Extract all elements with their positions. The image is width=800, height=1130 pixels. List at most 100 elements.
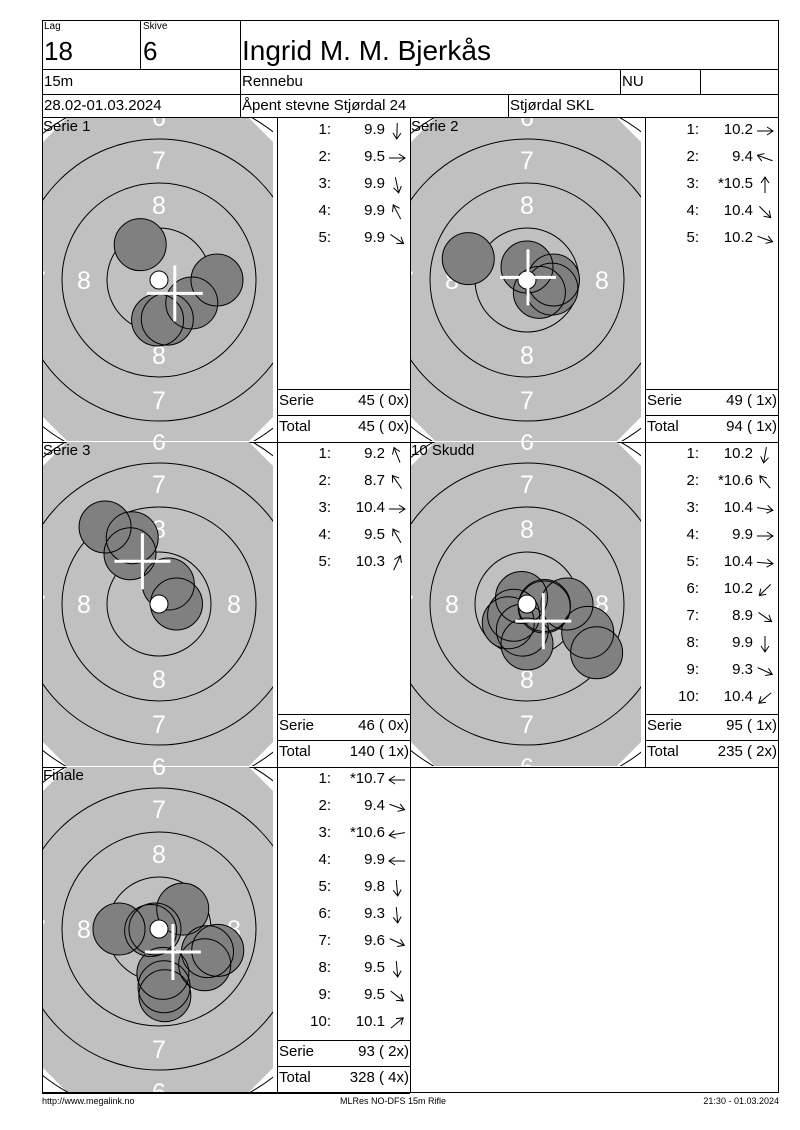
shot-number: 5: [318, 229, 331, 246]
shot-score: 9.8 [364, 878, 385, 895]
arrow-icon [392, 446, 401, 463]
ring-number-label: 7 [152, 387, 166, 415]
ring-number-label: 7 [152, 147, 166, 175]
ring-number-label: 7 [640, 591, 641, 619]
serie-label: Serie [279, 717, 315, 734]
ring-number-label: 6 [520, 118, 534, 132]
shot-number: 10: [310, 1013, 331, 1030]
panel-title: Serie 3 [43, 442, 91, 459]
shot-score: *10.7 [349, 770, 385, 787]
shot-score: 8.9 [732, 607, 753, 624]
ring-number-label: 8 [77, 591, 91, 619]
shot-direction-arrow-icon [387, 202, 407, 222]
shot-score: 9.4 [732, 148, 753, 165]
arrow-icon [390, 1017, 404, 1029]
shot-score: 9.9 [732, 634, 753, 651]
ring-number-label: 6 [152, 118, 166, 132]
arrow-icon [388, 830, 405, 839]
shot-direction-arrow-icon [387, 148, 407, 168]
arrow-icon [758, 205, 772, 219]
shot-direction-arrow-icon [387, 959, 407, 979]
lag-label: Lag [44, 21, 61, 32]
shot-score: 10.2 [723, 580, 753, 597]
shot-score: 10.3 [355, 553, 385, 570]
shot-number: 8: [318, 959, 331, 976]
shot-number: 9: [686, 661, 699, 678]
shot-direction-arrow-icon [755, 499, 775, 519]
ring-number-label: 8 [595, 267, 609, 295]
shot-number: 1: [318, 770, 331, 787]
shot-hole [156, 883, 209, 936]
shot-direction-arrow-icon [387, 986, 407, 1006]
arrow-icon [390, 990, 405, 1002]
ring-number-label: 7 [520, 711, 534, 739]
divider [42, 94, 779, 95]
shot-number: 3: [686, 175, 699, 192]
shot-score: 10.4 [723, 688, 753, 705]
arrow-icon [760, 176, 770, 193]
shot-direction-arrow-icon [755, 634, 775, 654]
shot-direction-arrow-icon [387, 851, 407, 871]
ring-number-label: 6 [520, 430, 534, 441]
shot-direction-arrow-icon [387, 905, 407, 925]
divider [277, 714, 410, 715]
divider [645, 415, 778, 416]
footer-url[interactable]: http://www.megalink.no [42, 1096, 135, 1106]
ring-number-label: 8 [520, 516, 534, 544]
shot-number: 4: [686, 202, 699, 219]
shot-number: 4: [318, 202, 331, 219]
total-score: 140 ( 1x) [349, 743, 409, 760]
ring-number-label: 6 [152, 1079, 166, 1092]
shot-number: 7: [318, 932, 331, 949]
serie-label: Serie [647, 717, 683, 734]
shot-direction-arrow-icon [387, 175, 407, 195]
divider [645, 714, 778, 715]
shot-hole [442, 232, 495, 285]
arrow-icon [756, 153, 773, 162]
ring-number-label: 7 [152, 1036, 166, 1064]
shot-score: 9.5 [364, 959, 385, 976]
shot-direction-arrow-icon [755, 121, 775, 141]
shot-direction-arrow-icon [755, 553, 775, 573]
shot-score: 9.9 [364, 229, 385, 246]
shot-score: 10.2 [723, 121, 753, 138]
divider [277, 415, 410, 416]
shot-number: 1: [686, 121, 699, 138]
panel-title: Serie 2 [411, 118, 459, 135]
shot-hole-outline [136, 946, 190, 1000]
shot-number: 8: [686, 634, 699, 651]
ring-number-label: 7 [152, 711, 166, 739]
ring-number-label: 8 [77, 916, 91, 944]
shot-score: 9.5 [364, 148, 385, 165]
shot-number: 1: [686, 445, 699, 462]
ring-number-label: 6 [520, 442, 534, 456]
shot-score: 10.2 [723, 229, 753, 246]
ring-number-label: 6 [520, 754, 534, 766]
ring-number-label: 7 [411, 591, 414, 619]
shot-hole-outline [178, 938, 232, 992]
target-plot: 666677778888 [43, 767, 273, 1092]
ring-number-label: 8 [227, 591, 241, 619]
ring-number-label: 7 [152, 471, 166, 499]
serie-score: 95 ( 1x) [726, 717, 777, 734]
shot-hole-outline [78, 500, 132, 554]
shot-hole-outline [441, 232, 495, 286]
footer-program: MLRes NO-DFS 15m Rifle [340, 1096, 447, 1106]
shot-hole-outline [570, 626, 624, 680]
serie-label: Serie [279, 392, 315, 409]
serie-label: Serie [647, 392, 683, 409]
arrow-icon [393, 554, 402, 571]
shot-score: 10.4 [723, 202, 753, 219]
club: Rennebu [242, 73, 303, 90]
divider [42, 1093, 410, 1094]
shot-hole-outline [191, 923, 245, 977]
arrow-icon [389, 938, 406, 947]
arrow-icon [389, 504, 406, 514]
arrow-icon [757, 235, 774, 244]
target-ring [411, 138, 641, 422]
total-score: 235 ( 2x) [717, 743, 777, 760]
arrow-icon [392, 960, 402, 978]
shot-number: 1: [318, 121, 331, 138]
shot-number: 3: [318, 824, 331, 841]
shot-hole-outline [495, 570, 549, 624]
